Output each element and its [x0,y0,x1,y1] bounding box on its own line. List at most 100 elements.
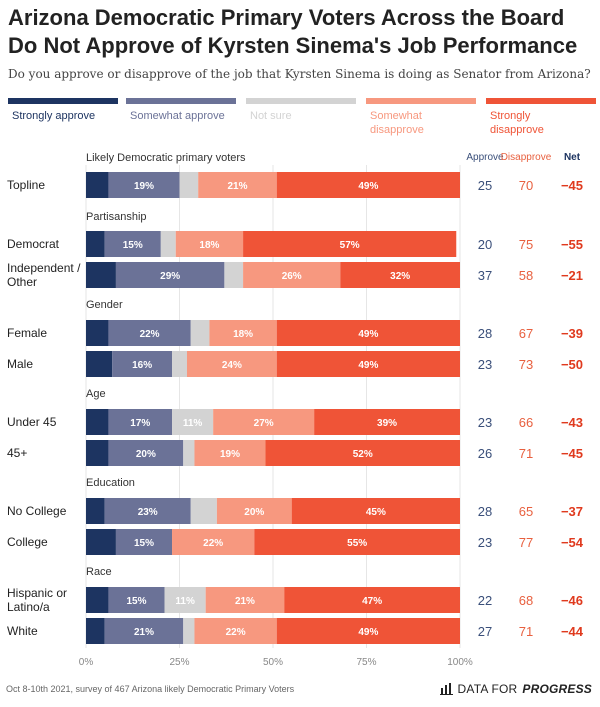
bar-segment [86,172,109,198]
approve-value: 28 [478,326,492,341]
data-label: 24% [222,360,242,371]
legend-label: Somewhat disapprove [370,110,424,136]
approve-value: 23 [478,357,492,372]
group-label: Partisanship [86,211,147,223]
bar-segment [108,440,184,466]
data-label: 57% [340,240,360,251]
data-label: 16% [132,360,152,371]
bar-segment [198,172,277,198]
data-label: 49% [358,181,378,192]
net-value: −37 [561,504,583,519]
data-label: 32% [390,271,410,282]
net-value: −45 [561,446,583,461]
bar-segment [172,409,214,435]
bar-segment [276,618,460,644]
legend-label-line: Strongly approve [12,110,95,122]
data-label: 29% [160,271,180,282]
legend-label-line: Somewhat [370,110,422,122]
bar-segment [86,231,105,257]
net-header: Net [564,152,581,163]
legend-label: Strongly approve [12,110,95,122]
brand-name: PROGRESS [522,682,592,696]
x-tick-label: 25% [169,657,189,668]
data-label: 15% [134,538,154,549]
bar-segment [86,262,116,288]
approve-value: 23 [478,535,492,550]
bar-segment [172,529,255,555]
data-label: 11% [175,596,195,607]
bar-segment [291,498,460,524]
row-label-line: Latino/a [7,600,50,614]
bar-segment [86,320,109,346]
legend-label-line: Strongly [490,110,531,122]
bar-segment [86,587,109,613]
row-label: Hispanic or Latino/a [7,586,67,614]
bar-segment [108,587,165,613]
legend-label-line: disapprove [490,124,544,136]
bar-segment [86,529,116,555]
bar-segment [265,440,460,466]
disapprove-value: 75 [519,237,533,252]
bar-segment [183,618,195,644]
group-label: Likely Democratic primary voters [86,152,246,164]
disapprove-value: 71 [519,446,533,461]
approve-value: 23 [478,415,492,430]
bar-segment [104,231,161,257]
data-label: 15% [123,240,143,251]
group-label: Age [86,388,106,400]
disapprove-value: 67 [519,326,533,341]
row-label: Under 45 [7,415,57,429]
net-value: −21 [561,268,583,283]
data-label: 49% [358,627,378,638]
approve-value: 26 [478,446,492,461]
approve-value: 20 [478,237,492,252]
source-note: Oct 8-10th 2021, survey of 467 Arizona l… [6,684,295,694]
approve-header: Approve [466,152,504,163]
brand-logo: DATA FOR PROGRESS [439,682,592,696]
approve-value: 27 [478,624,492,639]
data-label: 26% [282,271,302,282]
bar-segment [213,409,315,435]
bar-segment [194,618,277,644]
bar-segment [108,172,180,198]
net-value: −43 [561,415,583,430]
row-label-line: Other [7,275,37,289]
row-label-line: Hispanic or [7,586,67,600]
group-label: Education [86,477,135,489]
disapprove-value: 77 [519,535,533,550]
bar-segment [194,440,266,466]
data-label: 22% [140,329,160,340]
bar-segment [86,498,105,524]
net-value: −55 [561,237,583,252]
legend-label: Somewhat approve [130,110,225,122]
bar-segment [186,351,277,377]
legend-label-line: Somewhat approve [130,110,225,122]
data-label: 52% [353,449,373,460]
data-label: 20% [136,449,156,460]
data-label: 17% [130,418,150,429]
disapprove-value: 70 [519,178,533,193]
legend-label: Not sure [250,110,292,122]
chart-subtitle: Do you approve or disapprove of the job … [8,67,591,81]
net-value: −44 [561,624,584,639]
data-label: 55% [347,538,367,549]
disapprove-header: Disapprove [501,152,552,163]
x-tick-label: 75% [356,657,376,668]
bar-segment [254,529,460,555]
legend-label-line: disapprove [370,124,424,136]
data-label: 49% [358,360,378,371]
data-label: 39% [377,418,397,429]
legend-swatch [366,98,476,104]
bar-segment [190,498,217,524]
bar-segment [284,587,460,613]
row-label: Topline [7,178,45,192]
legend-swatch [486,98,596,104]
data-label: 21% [235,596,255,607]
data-label: 19% [134,181,154,192]
bar-segment [224,262,244,288]
legend-swatch [126,98,236,104]
row-label: Male [7,357,33,371]
row-label: No College [7,504,67,518]
row-label: 45+ [7,446,27,460]
